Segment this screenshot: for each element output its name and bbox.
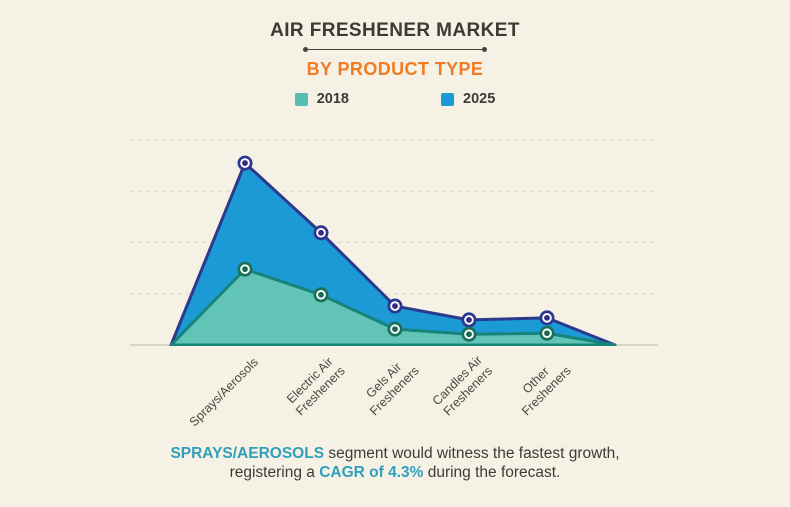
legend-label-2018: 2018 bbox=[316, 91, 349, 107]
caption-text-2: registering a bbox=[229, 464, 320, 481]
legend-label-2025: 2025 bbox=[463, 91, 496, 107]
title-divider bbox=[303, 47, 487, 52]
legend-swatch-2025 bbox=[441, 92, 454, 106]
area-chart bbox=[130, 139, 658, 346]
legend-item-2018: 2018 bbox=[294, 91, 349, 107]
marker-2025 bbox=[539, 310, 555, 326]
chart-caption: SPRAYS/AEROSOLS segment would witness th… bbox=[0, 444, 790, 482]
legend-item-2025: 2025 bbox=[441, 91, 495, 107]
marker-2018 bbox=[237, 261, 253, 277]
caption-line-2: registering a CAGR of 4.3% during the fo… bbox=[0, 463, 790, 482]
caption-highlight-cagr: CAGR of 4.3% bbox=[319, 464, 424, 481]
page-subtitle: BY PRODUCT TYPE bbox=[306, 59, 484, 79]
x-axis-label: Electric Air Fresheners bbox=[283, 354, 348, 419]
marker-2018 bbox=[387, 321, 403, 337]
marker-2018 bbox=[539, 325, 555, 341]
caption-text-1: segment would witness the fastest growth… bbox=[324, 445, 620, 462]
x-axis-label: Gels Air Fresheners bbox=[363, 359, 422, 419]
caption-highlight-segment: SPRAYS/AEROSOLS bbox=[170, 445, 325, 462]
marker-2025 bbox=[387, 298, 403, 314]
caption-line-1: SPRAYS/AEROSOLS segment would witness th… bbox=[0, 444, 790, 463]
x-axis-label: Candles Air Fresheners bbox=[429, 353, 496, 419]
page-title: AIR FRESHENER MARKET bbox=[270, 20, 520, 41]
area-2018 bbox=[169, 267, 617, 346]
divider-dot-right bbox=[482, 47, 487, 52]
marker-2025 bbox=[461, 312, 477, 328]
legend-swatch-2018 bbox=[294, 92, 308, 106]
x-axis-label: Sprays/Aerosols bbox=[186, 355, 261, 430]
marker-2018 bbox=[313, 287, 329, 303]
x-axis-label: Other Fresheners bbox=[518, 363, 574, 419]
divider-dot-left bbox=[303, 47, 308, 52]
marker-2018 bbox=[461, 326, 477, 342]
caption-text-3: during the forecast. bbox=[423, 464, 561, 481]
marker-2025 bbox=[237, 155, 253, 171]
marker-2025 bbox=[313, 225, 329, 241]
chart-legend: 2018 2025 bbox=[0, 91, 790, 107]
